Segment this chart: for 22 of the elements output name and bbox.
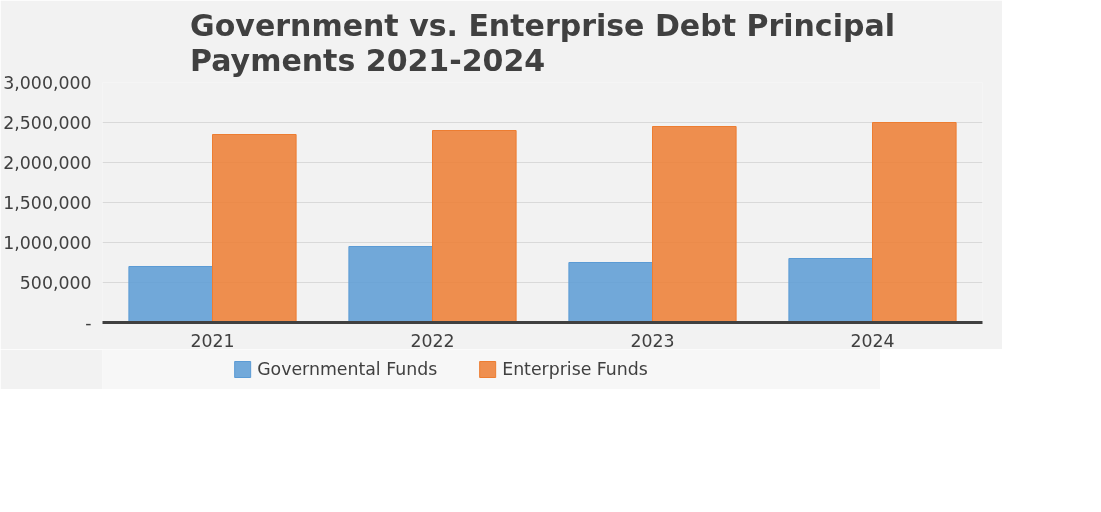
y-tick-label: - (85, 313, 92, 333)
bar (872, 122, 957, 323)
bar (212, 134, 297, 323)
x-tick-label: 2021 (190, 330, 235, 351)
bar (128, 266, 213, 323)
y-tick-label: 1,500,000 (3, 193, 92, 213)
x-tick-label: 2023 (630, 330, 675, 351)
y-tick-label: 500,000 (19, 273, 92, 293)
bar (432, 130, 517, 323)
y-tick-label: 2,500,000 (3, 113, 92, 133)
y-tick-label: 2,000,000 (3, 153, 92, 173)
chart-title: Government vs. Enterprise Debt Principal Payments 2021-2024 (190, 7, 895, 78)
bar (652, 126, 737, 323)
y-tick-label: 1,000,000 (3, 233, 92, 253)
y-tick-label: 3,000,000 (3, 73, 92, 93)
bar (788, 258, 873, 323)
bar (348, 246, 433, 323)
legend-label: Enterprise Funds (502, 359, 648, 379)
x-tick-label: 2024 (850, 330, 895, 351)
legend-label: Governmental Funds (257, 359, 438, 379)
bar (568, 262, 653, 323)
x-tick-label: 2022 (410, 330, 455, 351)
